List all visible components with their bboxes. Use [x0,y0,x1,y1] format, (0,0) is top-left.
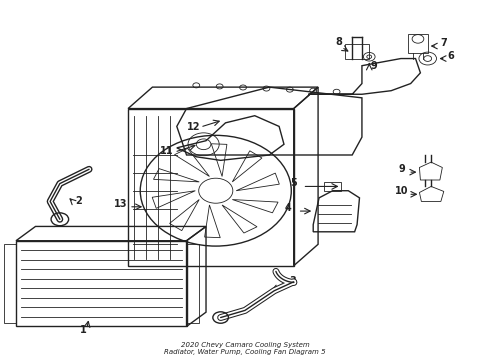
Text: 6: 6 [448,50,454,60]
Bar [345,44,369,59]
Text: 3: 3 [290,276,296,285]
Bar [324,182,342,191]
Bar [408,33,428,53]
Text: 10: 10 [395,186,409,196]
Text: 8: 8 [335,37,342,47]
Text: 9: 9 [398,164,405,174]
Text: 7: 7 [440,38,447,48]
Text: 5: 5 [290,179,296,188]
Text: 2020 Chevy Camaro Cooling System
Radiator, Water Pump, Cooling Fan Diagram 5: 2020 Chevy Camaro Cooling System Radiato… [164,342,326,355]
Text: 4: 4 [285,203,292,213]
Text: 9: 9 [370,61,377,71]
Text: 12: 12 [187,122,200,132]
Text: 2: 2 [75,196,82,206]
Text: 1: 1 [80,325,87,335]
Text: 11: 11 [160,146,174,156]
Text: 13: 13 [114,199,127,209]
